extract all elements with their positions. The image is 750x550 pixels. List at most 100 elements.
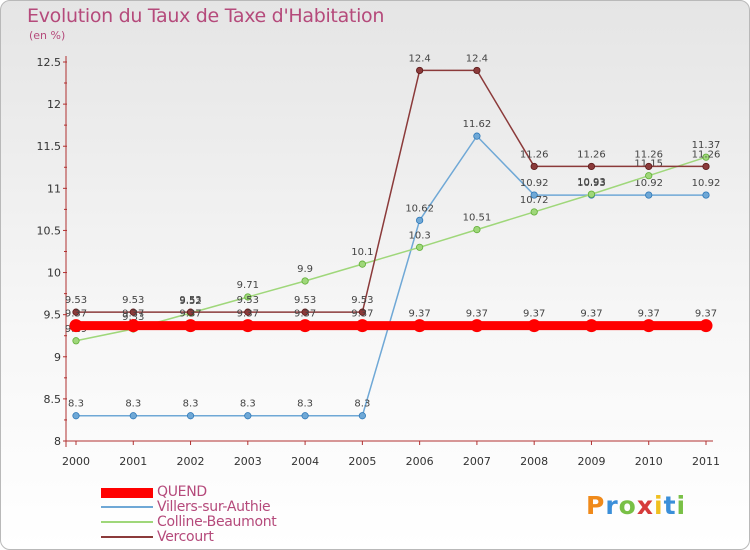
data-label: 9.53 — [351, 295, 373, 306]
data-point — [241, 319, 255, 333]
data-label: 9.37 — [351, 309, 373, 320]
chart-subtitle: (en %) — [29, 29, 66, 42]
data-label: 9.37 — [638, 309, 660, 320]
x-tick-label: 2003 — [234, 455, 262, 468]
data-point — [72, 308, 80, 316]
data-label: 9.37 — [294, 309, 316, 320]
data-point — [587, 162, 596, 171]
data-point — [184, 319, 198, 333]
logo-letter: i — [676, 491, 687, 520]
y-tick-label: 11.5 — [37, 140, 62, 153]
data-point — [642, 319, 656, 333]
data-point — [358, 412, 366, 420]
data-label: 10.3 — [409, 230, 431, 241]
data-point — [298, 319, 312, 333]
data-label: 11.26 — [577, 149, 606, 160]
data-label: 9.52 — [179, 296, 201, 307]
data-point — [584, 319, 598, 333]
data-label: 12.4 — [466, 53, 488, 64]
data-point — [186, 412, 195, 420]
logo-letter: r — [605, 491, 619, 520]
data-point — [72, 337, 80, 345]
logo-letter: t — [663, 491, 677, 520]
y-tick-label: 12 — [47, 98, 61, 111]
data-point — [702, 153, 710, 161]
series-line-villers-sur-authie — [75, 135, 707, 417]
data-point — [645, 162, 653, 171]
data-point — [186, 308, 195, 316]
data-label: 11.26 — [692, 149, 721, 160]
data-label: 9.53 — [65, 295, 87, 306]
legend-swatch-villers-sur-authie — [101, 506, 153, 508]
data-point — [527, 319, 541, 333]
data-label: 8.3 — [68, 399, 84, 410]
data-label: 9.37 — [122, 309, 144, 320]
data-point — [470, 319, 484, 333]
data-label: 9.37 — [695, 309, 717, 320]
y-tick-label: 10 — [47, 267, 61, 280]
data-label: 10.1 — [351, 247, 373, 258]
y-tick-label: 8.5 — [44, 393, 62, 406]
series-layer: 8.3 8.3 8.3 8.3 8.3 8.3 10.62 11.62 10.92 10.93 10… — [65, 53, 721, 420]
data-point — [473, 66, 481, 75]
data-label: 8.3 — [183, 399, 199, 410]
data-point — [358, 308, 366, 316]
data-point — [69, 319, 83, 333]
data-label: 9.37 — [523, 309, 545, 320]
x-tick-label: 2011 — [692, 455, 720, 468]
data-point — [413, 319, 427, 333]
data-label: 9.33 — [122, 312, 144, 323]
data-label: 10.62 — [405, 203, 434, 214]
x-tick-label: 2001 — [119, 455, 147, 468]
logo-letter: P — [586, 491, 606, 520]
x-tick-label: 2000 — [62, 455, 90, 468]
y-tick-label: 9.5 — [44, 309, 62, 322]
legend-label: QUEND — [157, 484, 207, 500]
legend-label: Vercourt — [157, 529, 214, 545]
data-point — [129, 412, 137, 420]
data-point — [355, 319, 369, 333]
data-label: 10.92 — [692, 178, 721, 189]
data-label: 9.53 — [179, 295, 201, 306]
legend-swatch-quend — [101, 488, 153, 498]
data-label: 8.3 — [240, 399, 256, 410]
data-point — [244, 308, 252, 316]
data-point — [244, 412, 252, 420]
y-tick-label: 10.5 — [37, 224, 62, 237]
data-label: 9.37 — [237, 309, 259, 320]
data-point — [301, 308, 309, 316]
series-line-vercourt — [75, 69, 707, 313]
series-quend: 9.37 9.37 9.37 9.37 9.37 9.37 9.37 9.37 9.37 9.37… — [65, 309, 717, 333]
data-label: 10.93 — [577, 177, 606, 188]
data-label: 8.3 — [297, 399, 313, 410]
proxiti-logo: Proxiti — [586, 491, 686, 520]
x-tick-label: 2007 — [463, 455, 491, 468]
y-tick-label: 9 — [54, 351, 61, 364]
data-label: 9.37 — [466, 309, 488, 320]
data-label: 9.37 — [409, 309, 431, 320]
data-label: 9.71 — [237, 280, 259, 291]
data-point — [530, 191, 538, 199]
series-villers-sur-authie: 8.3 8.3 8.3 8.3 8.3 8.3 10.62 11.62 10.92 10.93 10… — [68, 119, 721, 420]
data-label: 8.3 — [125, 399, 141, 410]
logo-letter: x — [636, 491, 654, 520]
chart-title: Evolution du Taux de Taxe d'Habitation — [27, 5, 385, 27]
data-point — [702, 191, 710, 199]
data-point — [530, 162, 538, 171]
data-point — [416, 243, 424, 251]
data-label: 9.53 — [237, 295, 259, 306]
data-label: 9.53 — [122, 295, 144, 306]
data-point — [126, 319, 140, 333]
logo-letter: i — [654, 491, 664, 520]
data-label: 10.51 — [463, 213, 492, 224]
x-tick-label: 2002 — [177, 455, 205, 468]
y-tick-label: 12.5 — [37, 56, 62, 69]
data-point — [699, 319, 713, 333]
data-point — [473, 226, 481, 234]
data-point — [530, 208, 538, 216]
data-label: 9.37 — [65, 309, 87, 320]
data-label: 9.9 — [297, 264, 313, 275]
x-tick-label: 2005 — [348, 455, 376, 468]
